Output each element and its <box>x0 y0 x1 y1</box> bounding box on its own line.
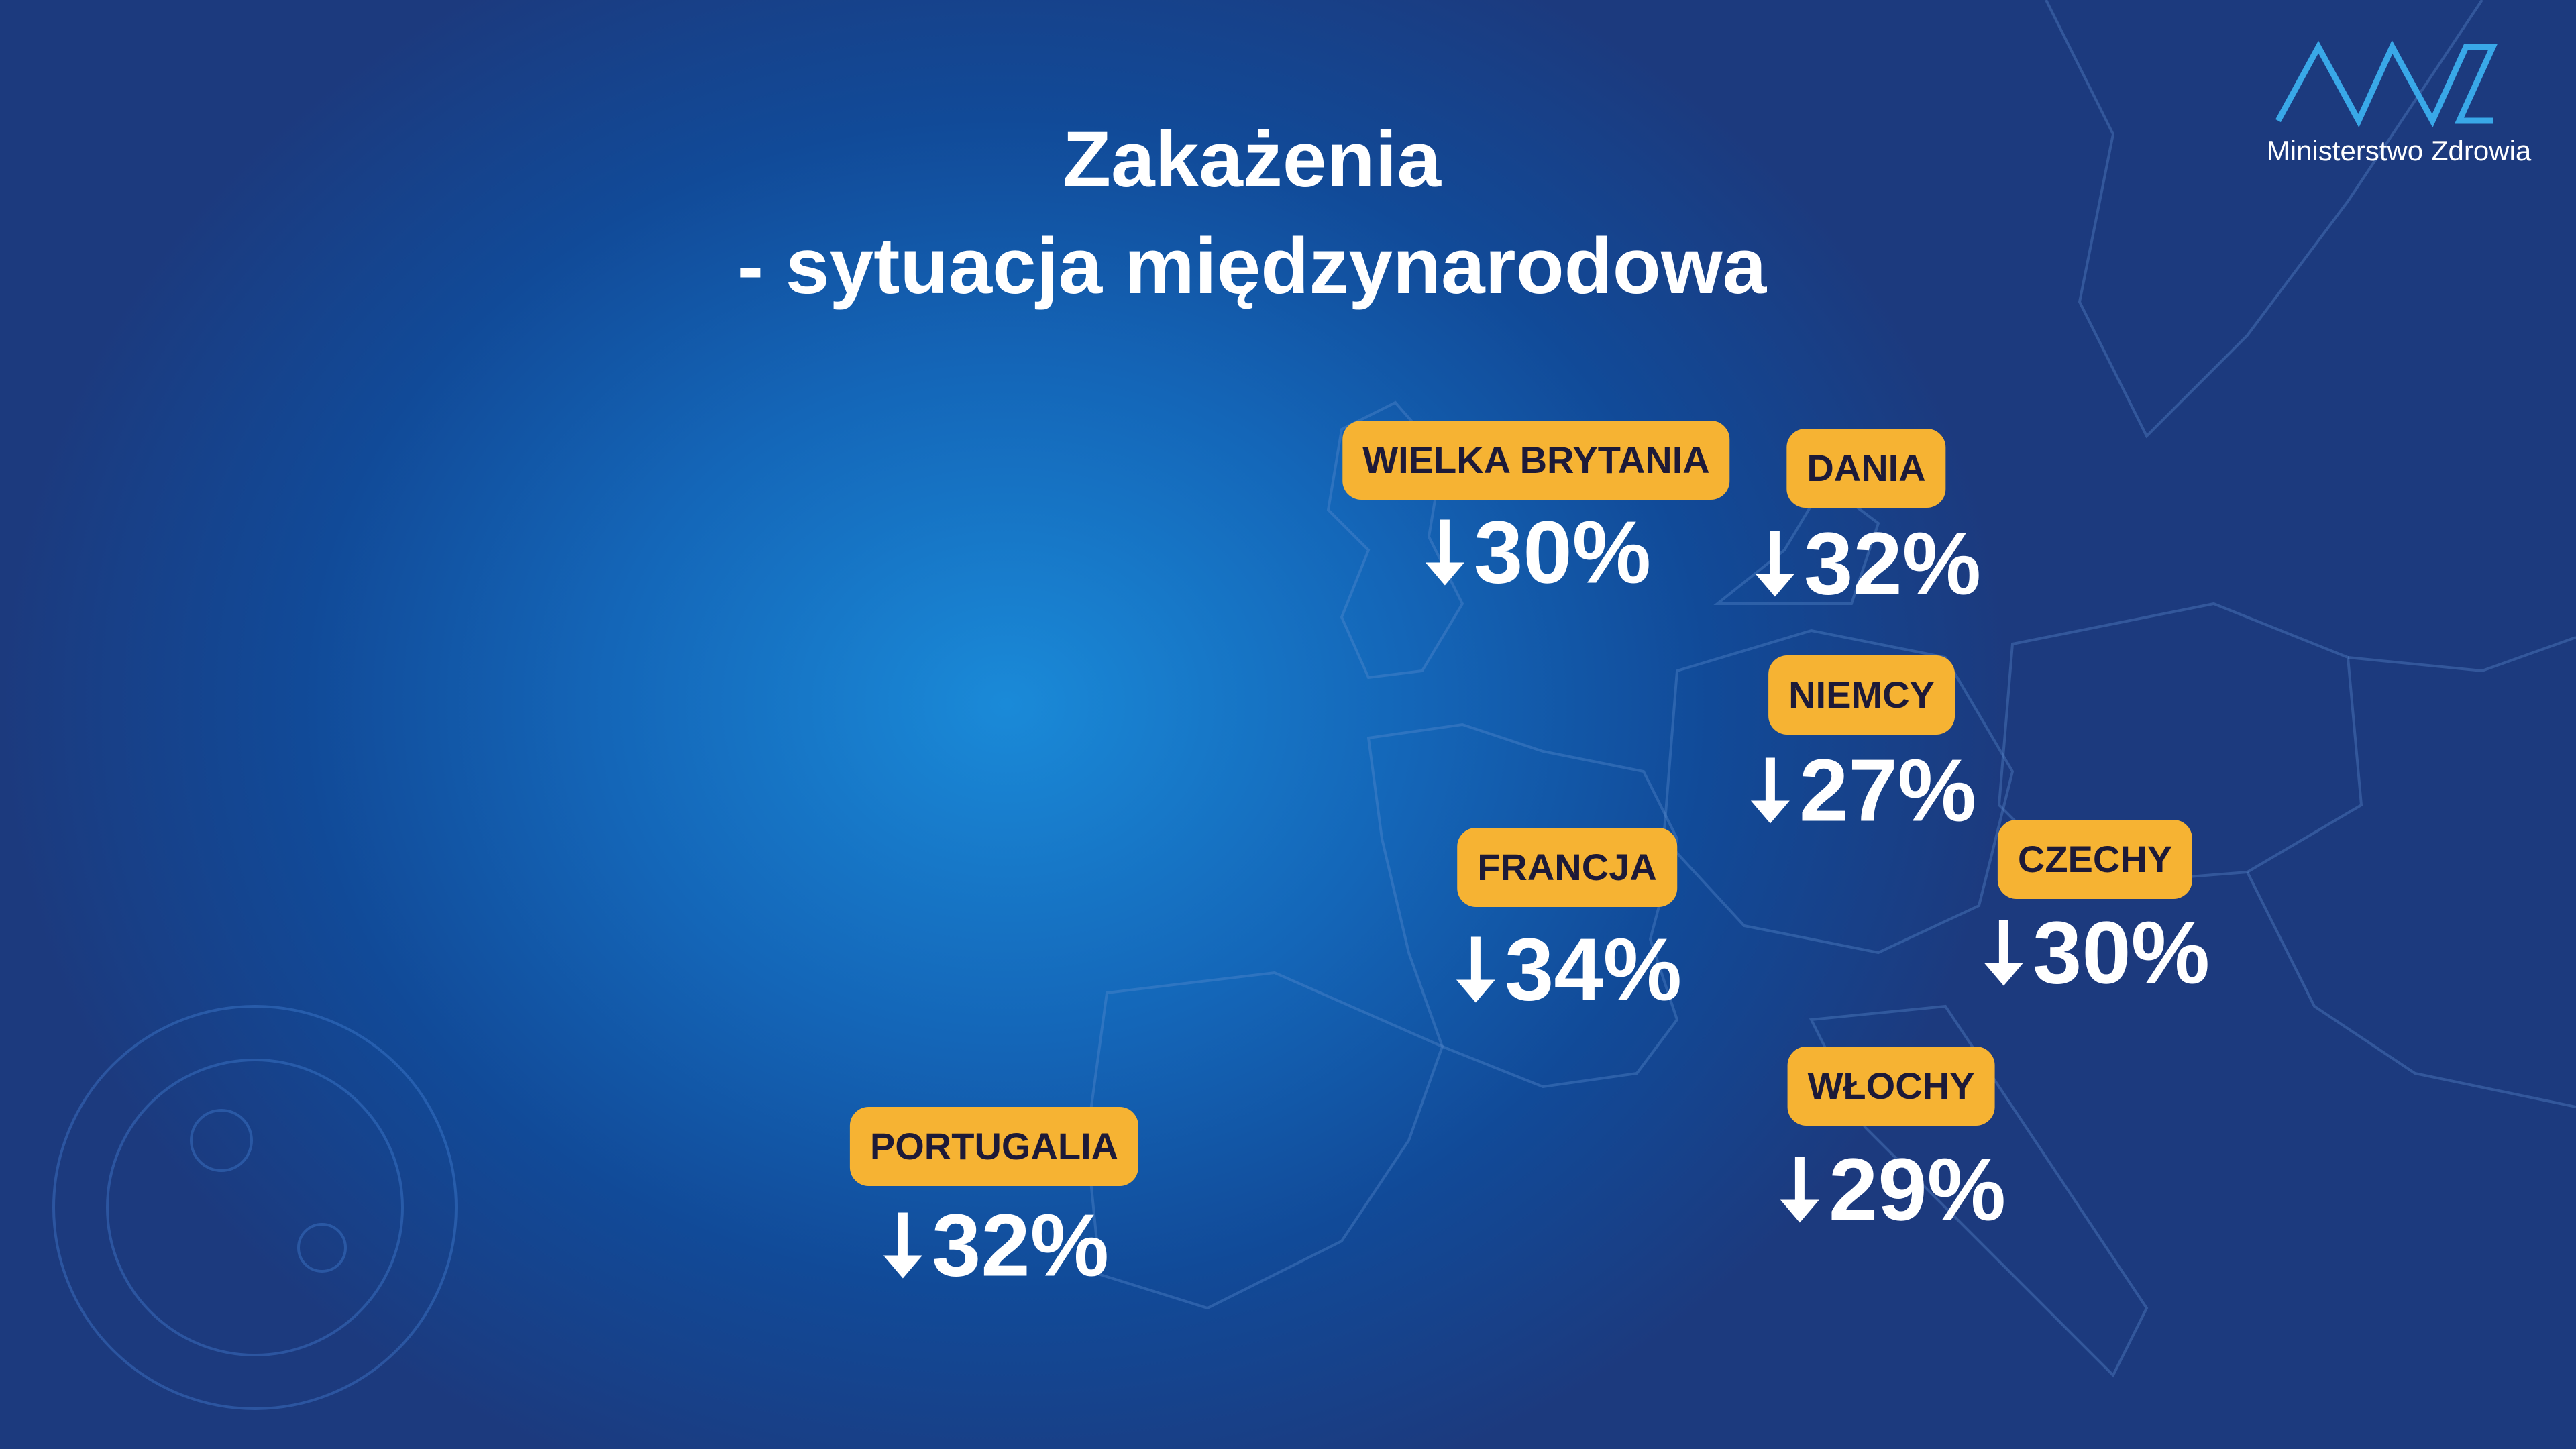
arrow-shape <box>1984 920 2023 985</box>
change-value: 30% <box>1473 502 1652 602</box>
down-arrow <box>1755 531 1794 596</box>
down-arrow <box>1750 757 1790 823</box>
country-name: WIELKA BRYTANIA <box>1342 421 1730 500</box>
change-row: 34% <box>1452 919 1682 1020</box>
arrow-shape <box>1425 519 1464 585</box>
country-name: PORTUGALIA <box>849 1107 1139 1186</box>
arrow-shape <box>1750 757 1790 823</box>
change-value: 32% <box>931 1195 1110 1295</box>
down-arrow <box>1456 936 1495 1002</box>
change-value: 27% <box>1799 741 1977 840</box>
logo-mark <box>2275 40 2498 128</box>
arrow-shape <box>1456 936 1495 1002</box>
arrow-shape <box>883 1212 922 1278</box>
country-name: NIEMCY <box>1768 655 1955 735</box>
change-row: 32% <box>1752 513 1981 614</box>
country-name: DANIA <box>1786 429 1946 508</box>
country-name: WŁOCHY <box>1787 1046 1995 1126</box>
down-arrow <box>1425 519 1464 585</box>
change-row: 30% <box>1421 502 1651 603</box>
down-arrow <box>883 1212 922 1278</box>
change-row: 32% <box>879 1195 1109 1296</box>
change-value: 32% <box>1803 514 1982 613</box>
title-line: Zakażenia <box>1062 115 1442 204</box>
change-value: 34% <box>1504 920 1682 1019</box>
title-line: - sytuacja międzynarodowa <box>737 222 1767 311</box>
country-name: FRANCJA <box>1457 828 1677 907</box>
change-row: 29% <box>1776 1139 2006 1240</box>
arrow-shape <box>1755 531 1794 596</box>
change-value: 29% <box>1828 1140 2006 1239</box>
down-arrow <box>1984 920 2023 985</box>
change-row: 27% <box>1747 740 1976 841</box>
down-arrow <box>1780 1157 1819 1222</box>
country-name: CZECHY <box>1997 820 2193 899</box>
arrow-shape <box>1780 1157 1819 1222</box>
change-value: 30% <box>2032 903 2210 1002</box>
logo-text: Ministerstwo Zdrowia <box>2266 135 2532 166</box>
change-row: 30% <box>1980 902 2210 1004</box>
